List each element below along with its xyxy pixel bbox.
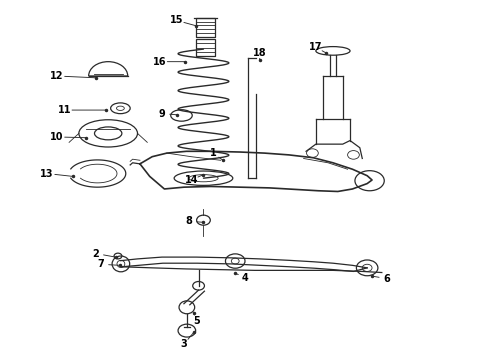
- Text: 6: 6: [383, 274, 390, 284]
- Text: 15: 15: [170, 15, 183, 26]
- Text: 4: 4: [242, 273, 248, 283]
- Text: 3: 3: [180, 339, 187, 349]
- Bar: [196, 39, 215, 56]
- Text: 2: 2: [93, 248, 99, 258]
- Text: 17: 17: [309, 42, 322, 52]
- Text: 18: 18: [253, 48, 267, 58]
- Text: 8: 8: [185, 216, 192, 226]
- Text: 5: 5: [193, 316, 199, 325]
- Text: 9: 9: [159, 109, 165, 119]
- Bar: [196, 18, 215, 37]
- Text: 16: 16: [153, 57, 166, 67]
- Text: 14: 14: [185, 175, 198, 185]
- Text: 10: 10: [50, 132, 64, 142]
- Text: 7: 7: [98, 259, 104, 269]
- Text: 12: 12: [50, 71, 64, 81]
- Text: 11: 11: [57, 105, 71, 115]
- Text: 1: 1: [210, 148, 217, 158]
- Text: 13: 13: [40, 168, 54, 179]
